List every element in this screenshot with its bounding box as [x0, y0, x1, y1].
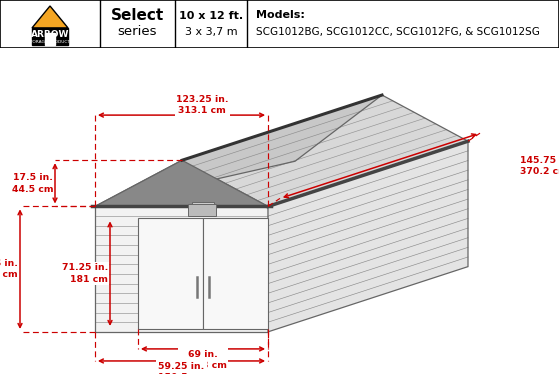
Text: 17.5 in.
44.5 cm: 17.5 in. 44.5 cm: [12, 173, 53, 194]
Text: 71.25 in.
181 cm: 71.25 in. 181 cm: [61, 263, 108, 284]
Polygon shape: [45, 33, 55, 45]
Polygon shape: [95, 95, 382, 206]
Text: 3 x 3,7 m: 3 x 3,7 m: [184, 27, 238, 37]
Text: 123.25 in.
313.1 cm: 123.25 in. 313.1 cm: [176, 95, 229, 115]
Text: Models:: Models:: [256, 10, 305, 20]
Polygon shape: [32, 28, 68, 45]
Text: 10 x 12 ft.: 10 x 12 ft.: [179, 11, 243, 21]
Text: 59.25 in.
150.5 cm: 59.25 in. 150.5 cm: [158, 362, 206, 374]
Bar: [192, 202, 214, 217]
Polygon shape: [95, 206, 268, 332]
Polygon shape: [95, 160, 268, 206]
Text: series: series: [118, 25, 157, 39]
Text: SCG1012BG, SCG1012CC, SCG1012FG, & SCG1012SG: SCG1012BG, SCG1012CC, SCG1012FG, & SCG10…: [256, 27, 540, 37]
Polygon shape: [32, 6, 68, 28]
Polygon shape: [182, 95, 468, 206]
Text: 90.6 in.
230.2 cm: 90.6 in. 230.2 cm: [0, 259, 18, 279]
Bar: [203, 218, 268, 329]
Bar: [138, 218, 203, 329]
Text: ARROW: ARROW: [31, 30, 69, 39]
Text: Select: Select: [111, 9, 164, 24]
Polygon shape: [268, 141, 468, 332]
Text: STORAGE PRODUCTS: STORAGE PRODUCTS: [27, 40, 73, 45]
Text: 69 in.
175.3 cm: 69 in. 175.3 cm: [179, 350, 227, 370]
Bar: [188, 205, 216, 217]
Text: 145.75 in.
370.2 cm: 145.75 in. 370.2 cm: [520, 156, 559, 176]
